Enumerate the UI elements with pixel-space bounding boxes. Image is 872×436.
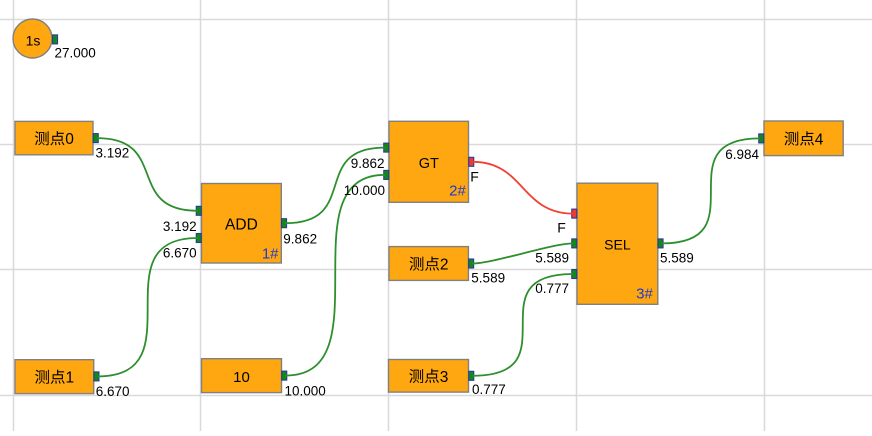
svg-text:0.777: 0.777: [472, 382, 506, 397]
svg-text:10.000: 10.000: [344, 183, 385, 198]
svg-text:10.000: 10.000: [285, 383, 326, 398]
svg-text:5.589: 5.589: [471, 270, 505, 285]
svg-text:1s: 1s: [26, 33, 41, 49]
svg-text:9.862: 9.862: [351, 156, 385, 171]
svg-text:3.192: 3.192: [96, 145, 130, 160]
svg-text:GT: GT: [419, 156, 439, 172]
svg-text:6.984: 6.984: [725, 147, 759, 162]
svg-text:F: F: [557, 220, 566, 236]
svg-text:0.777: 0.777: [535, 281, 569, 296]
svg-text:5.589: 5.589: [535, 250, 569, 265]
svg-text:10: 10: [233, 369, 250, 386]
svg-text:F: F: [470, 168, 479, 184]
svg-text:4: 4: [815, 131, 824, 148]
svg-text:3.192: 3.192: [163, 219, 197, 234]
svg-text:9.862: 9.862: [283, 232, 317, 247]
svg-text:1#: 1#: [262, 245, 279, 262]
svg-text:2: 2: [440, 257, 449, 274]
svg-text:3: 3: [440, 369, 449, 386]
svg-text:5.589: 5.589: [660, 250, 694, 265]
svg-text:27.000: 27.000: [55, 46, 96, 61]
svg-text:ADD: ADD: [225, 216, 258, 233]
svg-text:3#: 3#: [636, 285, 653, 302]
svg-text:6.670: 6.670: [96, 384, 130, 399]
svg-text:0: 0: [65, 131, 74, 148]
svg-text:2#: 2#: [449, 182, 466, 199]
svg-text:SEL: SEL: [604, 237, 631, 253]
svg-text:1: 1: [66, 370, 75, 387]
svg-text:6.670: 6.670: [163, 246, 197, 261]
